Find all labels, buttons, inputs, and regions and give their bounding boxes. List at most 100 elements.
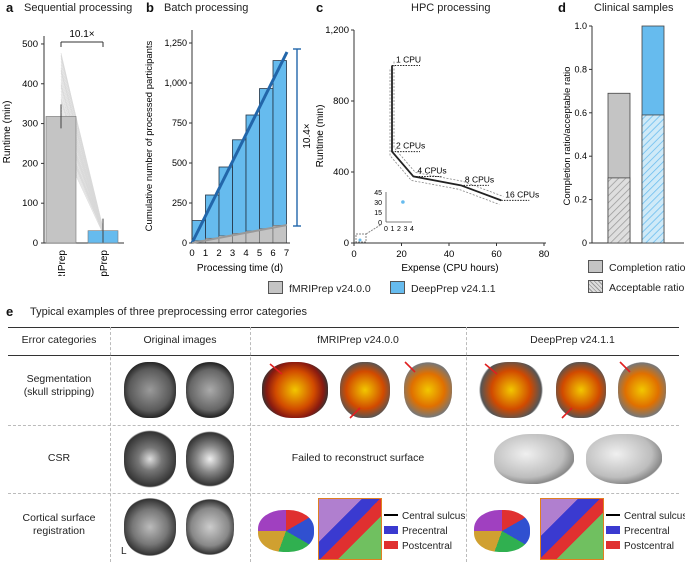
panel-a-xtick-label: fMRIPrep xyxy=(57,250,68,276)
panel-b-xtick-label: 0 xyxy=(189,248,194,259)
panel-a-title: Sequential processing xyxy=(24,2,133,14)
panel-d-ytick-label: 1.0 xyxy=(574,21,587,31)
panel-d-acceptable-bar xyxy=(641,114,665,244)
panel-d-ytick-label: 0.4 xyxy=(574,151,587,161)
panel-c-inset-point xyxy=(401,200,405,204)
panel-b-ytick-label: 0 xyxy=(182,238,187,248)
row-registration-label: Cortical surface registration xyxy=(22,512,96,537)
panel-c-label: c xyxy=(316,0,324,15)
panel-c-xtick-label: 40 xyxy=(444,249,455,260)
panel-c-inset-xtick: 4 xyxy=(410,226,414,233)
panel-a-ytick-label: 300 xyxy=(22,119,38,130)
panel-c-inset-xtick: 2 xyxy=(397,226,401,233)
original-mri-coronal xyxy=(124,362,176,418)
original-reg-axial xyxy=(186,498,234,556)
header-error-categories: Error categories xyxy=(21,334,97,346)
error-arrows xyxy=(269,361,631,419)
panel-b-ylabel: Cumulative number of processed participa… xyxy=(144,40,155,231)
panel-c-inset-ytick: 30 xyxy=(374,200,382,207)
row-separator-1 xyxy=(8,425,679,426)
panel-b-label: b xyxy=(146,0,154,15)
fmriprep-seg-coronal xyxy=(340,362,390,418)
panel-d-ytick-label: 0.8 xyxy=(574,64,587,74)
panel-c-inset-ytick: 45 xyxy=(374,190,382,197)
legend-fmriprep-label: fMRIPrep v24.0.0 xyxy=(289,283,371,295)
deepprep-parcellation-brain xyxy=(474,510,530,552)
legend-deepprep-label: DeepPrep v24.1.1 xyxy=(411,283,496,295)
panel-b-ytick-label: 250 xyxy=(172,198,187,208)
panel-a-ytick-label: 200 xyxy=(22,158,38,169)
panel-c-band-lower xyxy=(389,69,500,205)
panel-b-ytick-label: 750 xyxy=(172,118,187,128)
acceptable-label: Acceptable ratio xyxy=(609,282,685,294)
panel-b-xtick-label: 7 xyxy=(284,248,289,259)
panel-d-legend-acceptable: Acceptable ratio xyxy=(588,280,684,294)
panel-b-xtick-label: 6 xyxy=(270,248,275,259)
panel-b-trend-line xyxy=(190,51,289,244)
panel-c-annotation: 1 CPU xyxy=(396,55,421,65)
deepprep-zoom-inset xyxy=(540,498,604,560)
orientation-label: L xyxy=(121,546,127,557)
deepprep-seg-axial xyxy=(618,362,666,418)
panel-b-ytick-label: 1,000 xyxy=(164,78,187,88)
panel-c-xtick-label: 80 xyxy=(539,249,550,260)
panel-d-legend-completion: Completion ratio xyxy=(588,260,685,274)
panel-b-xtick-label: 2 xyxy=(216,248,221,259)
panel-c-xlabel: Expense (CPU hours) xyxy=(401,263,498,274)
completion-swatch xyxy=(588,260,603,273)
deepprep-region-legend: Central sulcus Precentral Postcentral xyxy=(606,509,685,554)
panel-b-xtick-label: 5 xyxy=(257,248,262,259)
panel-a-ylabel: Runtime (min) xyxy=(2,101,13,164)
panel-b-deepprep-bar xyxy=(259,88,274,244)
legend-fmriprep: fMRIPrep v24.0.0 xyxy=(268,281,371,295)
panel-b-ytick-label: 500 xyxy=(172,158,187,168)
fmriprep-seg-sagittal xyxy=(262,362,328,418)
panel-c-annotation: 8 CPUs xyxy=(465,174,494,184)
panel-b-xtick-label: 1 xyxy=(203,248,208,259)
panel-e-label: e xyxy=(6,304,14,319)
panel-c-xtick-label: 60 xyxy=(491,249,502,260)
deepprep-seg-sagittal xyxy=(478,362,544,418)
panel-c-inset-xtick: 1 xyxy=(391,226,395,233)
panel-a-ytick-label: 100 xyxy=(22,198,38,209)
panel-a-xtick-label: DeepPrep xyxy=(99,250,110,276)
panel-c-inset-ytick: 0 xyxy=(378,220,382,227)
header-fmriprep: fMRIPrep v24.0.0 xyxy=(317,334,399,346)
original-csr-axial xyxy=(186,430,234,488)
panel-c-ytick-label: 0 xyxy=(344,238,349,249)
panel-e-title: Typical examples of three preprocessing … xyxy=(30,306,307,318)
panel-c-band-upper xyxy=(393,61,504,197)
header-original-images: Original images xyxy=(143,334,217,346)
acceptable-swatch xyxy=(588,280,603,293)
panel-a-subject-line xyxy=(60,85,104,231)
panel-d-ytick-label: 0.2 xyxy=(574,195,587,205)
row-segmentation-label: Segmentation (skull stripping) xyxy=(23,373,95,398)
panel-d-ylabel: Completion ratio/acceptable ratio xyxy=(562,67,573,206)
fmriprep-zoom-inset xyxy=(318,498,382,560)
panel-b-xtick-label: 4 xyxy=(243,248,248,259)
panel-c-annotation: 16 CPUs xyxy=(505,189,539,199)
row-csr-label: CSR xyxy=(47,452,71,464)
deepprep-seg-coronal xyxy=(556,362,606,418)
panel-b-xtick-label: 3 xyxy=(230,248,235,259)
panel-a-bar xyxy=(45,116,77,244)
panel-b-deepprep-bar xyxy=(245,114,260,244)
deepprep-surface-medial xyxy=(586,434,662,484)
panel-a-ytick-label: 500 xyxy=(22,39,38,50)
row-separator-2 xyxy=(8,493,679,494)
deepprep-surface-lateral xyxy=(494,434,574,484)
panel-d-ytick-label: 0 xyxy=(582,238,587,248)
panel-d-label: d xyxy=(558,0,566,15)
panel-c-inset-xtick: 3 xyxy=(404,226,408,233)
panel-c-ytick-label: 800 xyxy=(333,96,349,107)
completion-label: Completion ratio xyxy=(609,262,685,274)
panel-c-annotation: 4 CPUs xyxy=(417,165,446,175)
panel-c-xtick-label: 0 xyxy=(351,249,356,260)
fmriprep-region-legend: Central sulcus Precentral Postcentral xyxy=(384,509,465,554)
panel-a-ytick-label: 0 xyxy=(33,238,38,249)
panel-b-deepprep-bar xyxy=(272,60,287,244)
panel-c-ytick-label: 1,200 xyxy=(325,25,349,36)
panel-b-xlabel: Processing time (d) xyxy=(197,263,283,274)
original-reg-coronal xyxy=(124,498,176,556)
